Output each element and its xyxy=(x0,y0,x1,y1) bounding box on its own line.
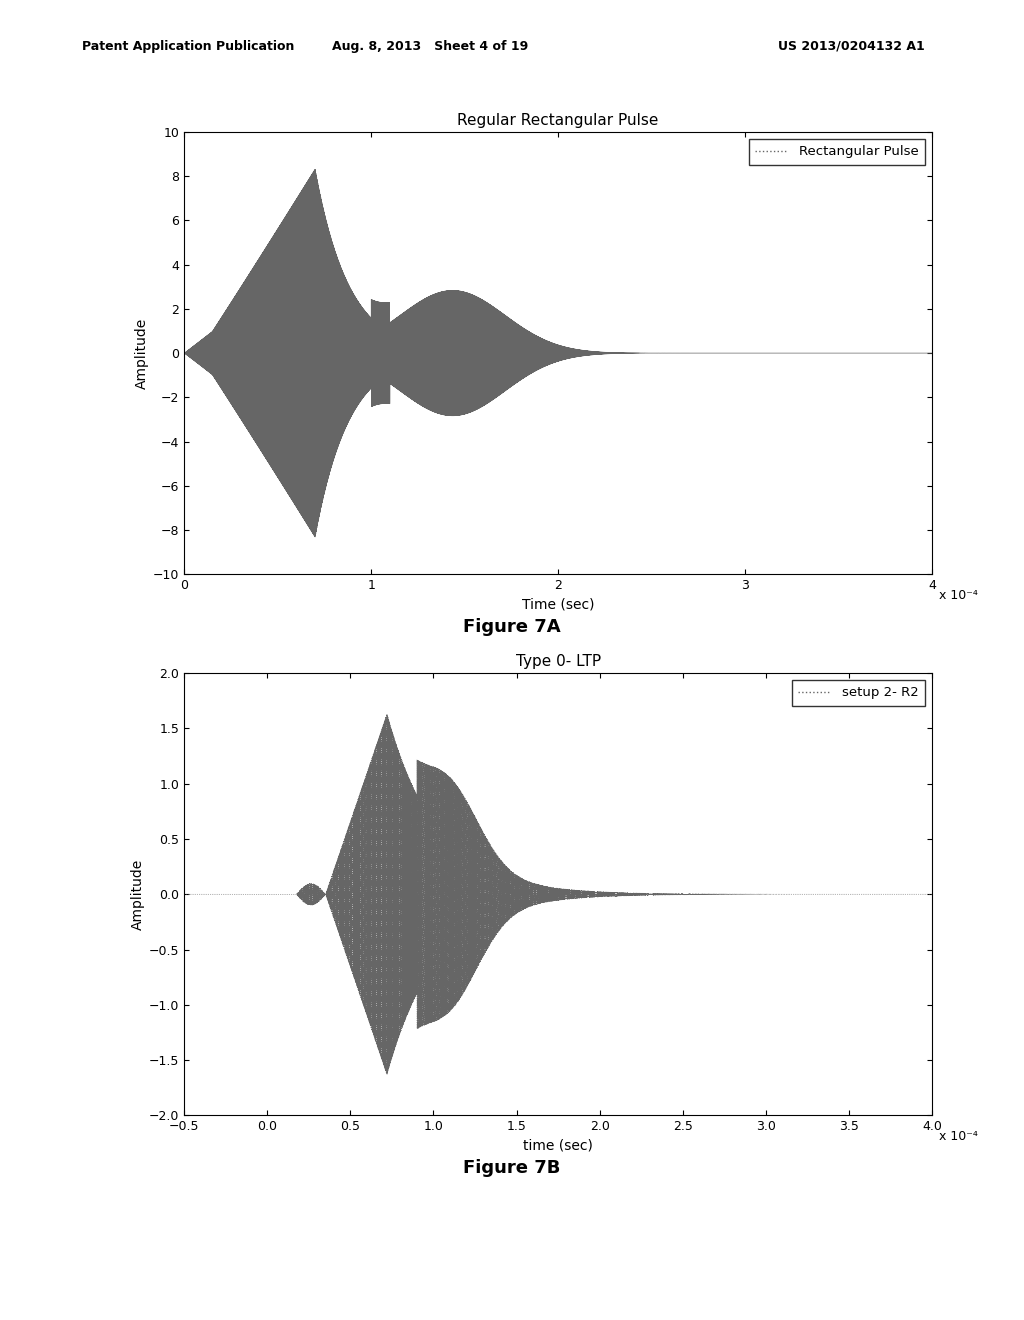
Legend: setup 2- R2: setup 2- R2 xyxy=(792,680,926,706)
Text: Figure 7A: Figure 7A xyxy=(463,618,561,636)
Y-axis label: Amplitude: Amplitude xyxy=(131,859,144,929)
X-axis label: Time (sec): Time (sec) xyxy=(522,598,594,611)
Text: Figure 7B: Figure 7B xyxy=(463,1159,561,1177)
Title: Regular Rectangular Pulse: Regular Rectangular Pulse xyxy=(458,114,658,128)
Y-axis label: Amplitude: Amplitude xyxy=(135,318,148,388)
Text: x 10⁻⁴: x 10⁻⁴ xyxy=(939,1130,978,1143)
Title: Type 0- LTP: Type 0- LTP xyxy=(515,655,601,669)
Text: x 10⁻⁴: x 10⁻⁴ xyxy=(939,589,978,602)
X-axis label: time (sec): time (sec) xyxy=(523,1139,593,1152)
Legend: Rectangular Pulse: Rectangular Pulse xyxy=(749,139,926,165)
Text: Patent Application Publication: Patent Application Publication xyxy=(82,40,294,53)
Text: US 2013/0204132 A1: US 2013/0204132 A1 xyxy=(778,40,925,53)
Text: Aug. 8, 2013   Sheet 4 of 19: Aug. 8, 2013 Sheet 4 of 19 xyxy=(332,40,528,53)
